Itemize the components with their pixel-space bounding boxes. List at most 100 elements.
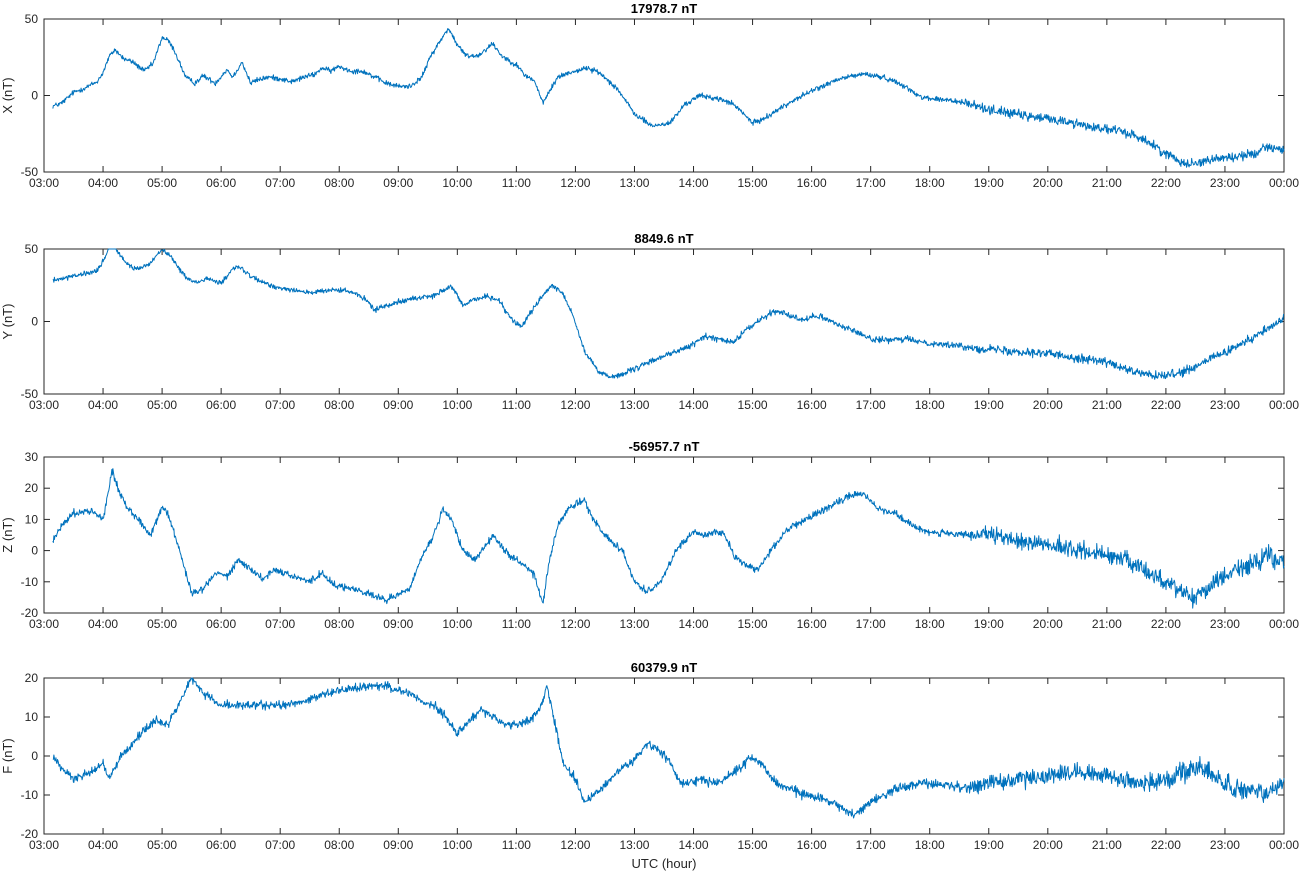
- x-tick-label: 22:00: [1151, 617, 1181, 631]
- x-tick-label: 21:00: [1092, 838, 1122, 852]
- chart-title: 17978.7 nT: [631, 1, 698, 16]
- y-axis-label: Y (nT): [0, 304, 15, 340]
- x-tick-label: 05:00: [147, 838, 177, 852]
- y-tick-label: -50: [21, 165, 39, 179]
- y-tick-label: -50: [21, 387, 39, 401]
- x-tick-label: 15:00: [738, 176, 768, 190]
- y-tick-label: 20: [25, 481, 39, 495]
- chart-title: 8849.6 nT: [634, 231, 693, 246]
- x-tick-label: 04:00: [88, 838, 118, 852]
- y-tick-label: 50: [25, 242, 39, 256]
- x-tick-label: 08:00: [324, 176, 354, 190]
- x-tick-label: 13:00: [619, 838, 649, 852]
- x-tick-label: 13:00: [619, 617, 649, 631]
- chart-title: 60379.9 nT: [631, 660, 698, 675]
- x-tick-label: 04:00: [88, 617, 118, 631]
- y-tick-label: 20: [25, 671, 39, 685]
- x-tick-label: 03:00: [29, 176, 59, 190]
- x-tick-label: 18:00: [915, 176, 945, 190]
- y-tick-label: -10: [21, 788, 39, 802]
- x-tick-label: 18:00: [915, 617, 945, 631]
- x-tick-label: 19:00: [974, 176, 1004, 190]
- x-tick-label: 16:00: [797, 838, 827, 852]
- chart-panel-2: 8849.6 nT Y (nT) -50 0 50 03:00 04:00 05:00 06:0…: [0, 231, 1299, 412]
- series-line-1: [52, 27, 1285, 168]
- x-tick-label: 10:00: [442, 176, 472, 190]
- x-tick-label: 15:00: [738, 617, 768, 631]
- x-tick-label: 22:00: [1151, 176, 1181, 190]
- x-tick-label: 07:00: [265, 398, 295, 412]
- x-tick-label: 06:00: [206, 398, 236, 412]
- series-line-1: [52, 248, 1285, 380]
- x-tick-label: 11:00: [502, 398, 531, 412]
- x-tick-label: 03:00: [29, 617, 59, 631]
- y-tick-label: -20: [21, 606, 39, 620]
- x-tick-label: 08:00: [324, 617, 354, 631]
- x-tick-label: 12:00: [560, 838, 590, 852]
- x-tick-label: 18:00: [915, 838, 945, 852]
- y-tick-label: 0: [31, 749, 38, 763]
- chart-title: -56957.7 nT: [629, 439, 700, 454]
- x-tick-label: 16:00: [797, 617, 827, 631]
- plot-area: [43, 677, 1285, 835]
- x-tick-label: 08:00: [324, 398, 354, 412]
- x-tick-label: 11:00: [502, 176, 531, 190]
- x-tick-label: 03:00: [29, 398, 59, 412]
- x-tick-label: 21:00: [1092, 176, 1122, 190]
- x-tick-label: 00:00: [1269, 838, 1299, 852]
- x-tick-label: 21:00: [1092, 398, 1122, 412]
- x-tick-label: 11:00: [502, 838, 531, 852]
- x-tick-label: 15:00: [738, 398, 768, 412]
- x-axis-label: UTC (hour): [631, 856, 696, 871]
- x-tick-label: 09:00: [383, 176, 413, 190]
- plot-area: [43, 456, 1285, 614]
- x-tick-label: 05:00: [147, 398, 177, 412]
- x-tick-label: 10:00: [442, 398, 472, 412]
- x-tick-label: 00:00: [1269, 617, 1299, 631]
- x-tick-label: 12:00: [560, 176, 590, 190]
- x-tick-label: 23:00: [1210, 617, 1240, 631]
- x-tick-label: 12:00: [560, 617, 590, 631]
- x-tick-label: 17:00: [856, 838, 886, 852]
- x-tick-label: 16:00: [797, 176, 827, 190]
- x-tick-label: 17:00: [856, 176, 886, 190]
- x-tick-label: 04:00: [88, 398, 118, 412]
- x-tick-label: 22:00: [1151, 398, 1181, 412]
- chart-panel-3: -56957.7 nT Z (nT) -20 -10 0 10 20 30 03:00 04:00…: [0, 439, 1299, 631]
- x-tick-label: 08:00: [324, 838, 354, 852]
- x-tick-label: 10:00: [442, 838, 472, 852]
- x-tick-label: 00:00: [1269, 398, 1299, 412]
- x-tick-label: 04:00: [88, 176, 118, 190]
- x-tick-label: 23:00: [1210, 838, 1240, 852]
- y-axis-label: F (nT): [0, 738, 15, 773]
- x-tick-label: 09:00: [383, 617, 413, 631]
- y-tick-label: 10: [25, 710, 39, 724]
- x-tick-label: 14:00: [679, 617, 709, 631]
- y-axis-label: X (nT): [0, 77, 15, 113]
- x-tick-label: 06:00: [206, 617, 236, 631]
- x-tick-label: 20:00: [1033, 398, 1063, 412]
- x-tick-label: 20:00: [1033, 838, 1063, 852]
- x-tick-label: 07:00: [265, 176, 295, 190]
- x-tick-label: 14:00: [679, 838, 709, 852]
- y-tick-label: -10: [21, 575, 39, 589]
- chart-panel-1: 17978.7 nT X (nT) -50 0 50 03:00 04:00 05:00 06:…: [0, 1, 1299, 190]
- y-tick-label: 0: [31, 89, 38, 103]
- x-tick-label: 03:00: [29, 838, 59, 852]
- x-tick-label: 07:00: [265, 617, 295, 631]
- x-tick-label: 06:00: [206, 176, 236, 190]
- x-tick-label: 21:00: [1092, 617, 1122, 631]
- x-tick-label: 20:00: [1033, 617, 1063, 631]
- y-tick-label: 50: [25, 12, 39, 26]
- x-tick-label: 20:00: [1033, 176, 1063, 190]
- x-tick-label: 00:00: [1269, 176, 1299, 190]
- x-tick-label: 11:00: [502, 617, 531, 631]
- x-tick-label: 23:00: [1210, 176, 1240, 190]
- chart-panel-4: 60379.9 nT F (nT) -20 -10 0 10 20 03:00 04:00 05:…: [0, 660, 1299, 871]
- x-tick-label: 07:00: [265, 838, 295, 852]
- x-tick-label: 19:00: [974, 617, 1004, 631]
- x-tick-label: 10:00: [442, 617, 472, 631]
- x-tick-label: 12:00: [560, 398, 590, 412]
- x-tick-label: 16:00: [797, 398, 827, 412]
